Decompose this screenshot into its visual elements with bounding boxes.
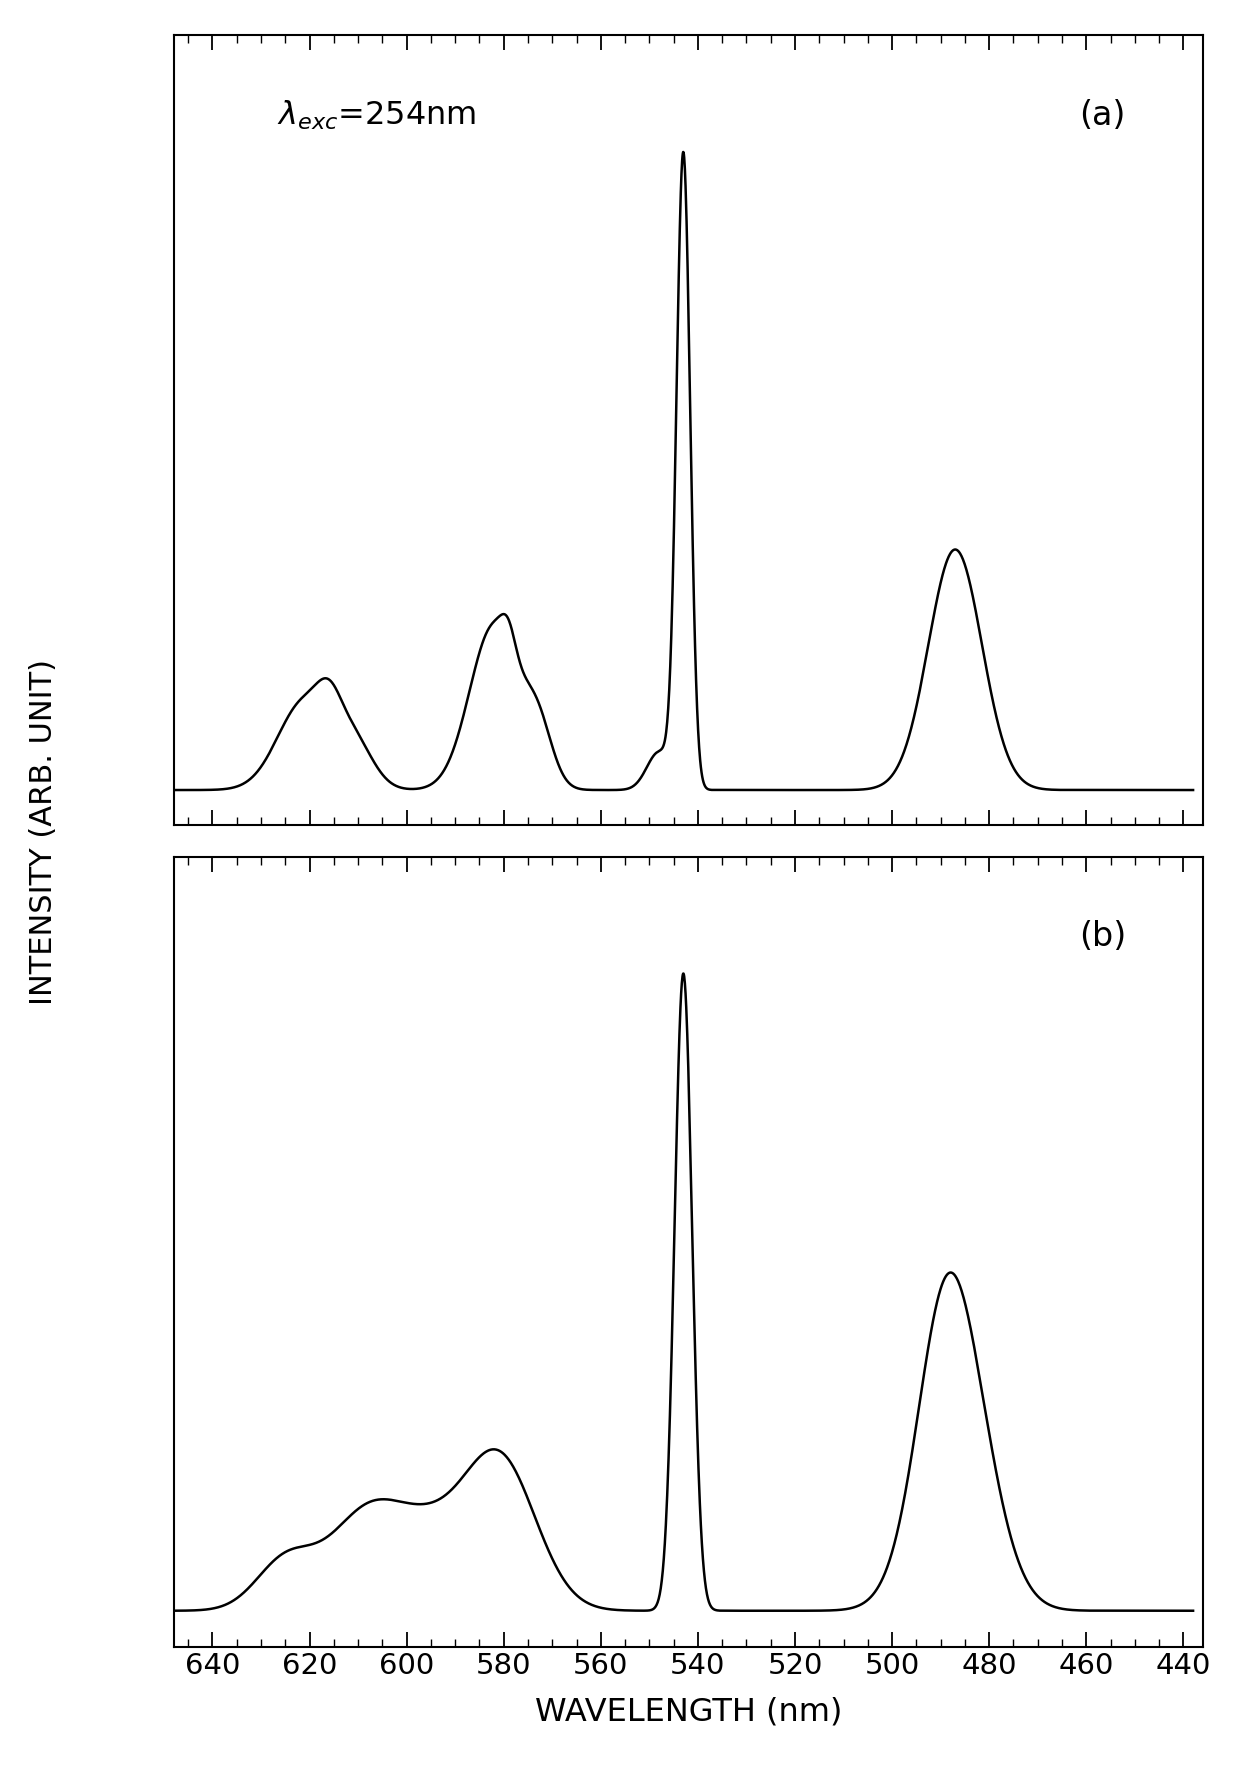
X-axis label: WAVELENGTH (nm): WAVELENGTH (nm) (534, 1697, 842, 1727)
Text: (a): (a) (1079, 99, 1126, 131)
Text: $\lambda_{exc}$=254nm: $\lambda_{exc}$=254nm (277, 99, 476, 133)
Text: (b): (b) (1079, 921, 1127, 953)
Text: INTENSITY (ARB. UNIT): INTENSITY (ARB. UNIT) (29, 659, 58, 1006)
